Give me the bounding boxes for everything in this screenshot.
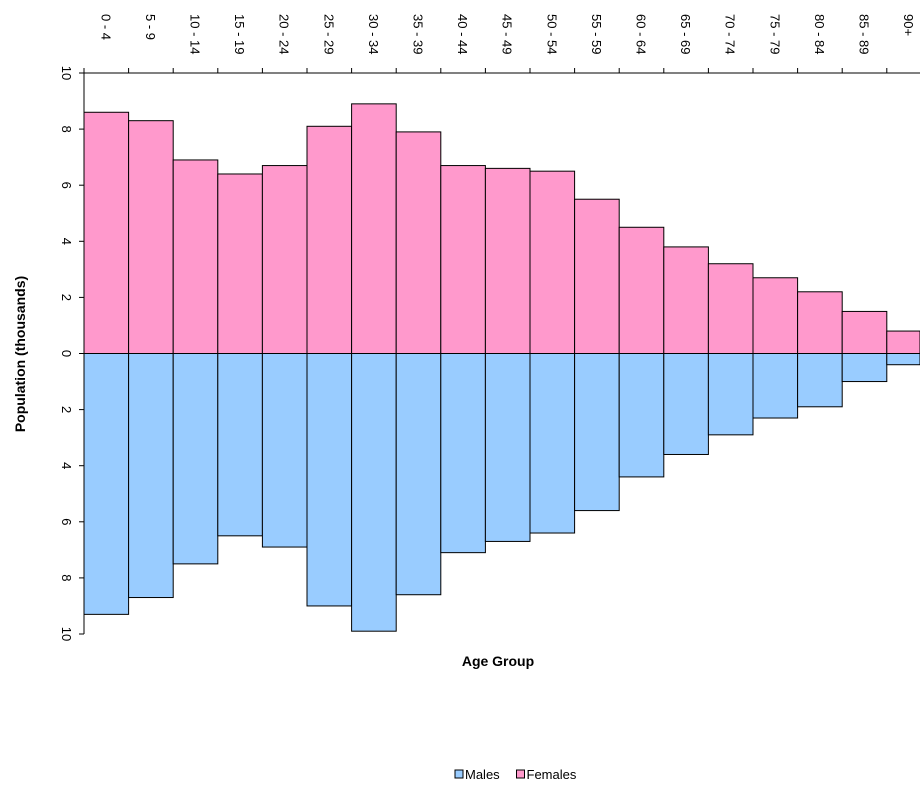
- bar-males-60-64: [618, 353, 665, 478]
- bar-females-25-29: [306, 125, 353, 354]
- axes-layer: [79, 68, 920, 635]
- category-label: 35 - 39: [411, 14, 426, 54]
- category-label: 50 - 54: [544, 14, 559, 54]
- legend-label-females: Females: [527, 767, 577, 782]
- category-labels: 0 - 4 5 - 9 10 - 14 15 - 19 20 - 24 25 - 29 30…: [98, 14, 916, 54]
- y-tick-label: 8: [59, 574, 74, 581]
- bar-females-20-24: [261, 165, 308, 354]
- bar-females-85-89: [841, 310, 888, 354]
- bar-females-45-49: [484, 167, 531, 354]
- bar-males-10-14: [172, 353, 219, 565]
- bar-males-90+: [886, 353, 920, 366]
- legend-swatch-males: [454, 769, 464, 779]
- bar-males-15-19: [217, 353, 263, 537]
- bar-males-50-54: [529, 353, 576, 534]
- y-tick-label: 8: [59, 125, 74, 132]
- bar-males-80-84: [797, 353, 843, 408]
- bar-males-5-9: [128, 353, 174, 599]
- bar-males-40-44: [440, 353, 486, 554]
- bar-females-10-14: [172, 159, 219, 354]
- category-label: 80 - 84: [812, 14, 827, 54]
- bar-males-75-79: [752, 353, 799, 419]
- y-axis-title: Population (thousands): [12, 276, 28, 432]
- category-label: 55 - 59: [589, 14, 604, 54]
- y-tick-label: 4: [59, 462, 74, 469]
- bar-females-50-54: [529, 170, 576, 354]
- bar-females-70-74: [707, 263, 754, 354]
- y-tick-label: 2: [59, 294, 74, 301]
- bar-males-65-69: [663, 353, 709, 455]
- y-tick-label: 4: [59, 238, 74, 245]
- bar-males-45-49: [484, 353, 531, 542]
- y-tick-label: 6: [59, 518, 74, 525]
- category-label: 85 - 89: [857, 14, 872, 54]
- category-label: 70 - 74: [723, 14, 738, 54]
- category-label: 30 - 34: [366, 14, 381, 54]
- bar-males-55-59: [574, 353, 620, 512]
- bar-females-55-59: [574, 198, 620, 354]
- bar-females-60-64: [618, 226, 665, 354]
- bar-females-75-79: [752, 277, 799, 355]
- y-tick-label: 2: [59, 406, 74, 413]
- bar-males-70-74: [707, 353, 754, 436]
- bar-females-90+: [886, 330, 920, 354]
- bar-males-0-4: [83, 353, 130, 615]
- y-tick-label: 10: [59, 627, 74, 641]
- category-label: 15 - 19: [232, 14, 247, 54]
- bar-females-15-19: [217, 173, 263, 354]
- bar-females-0-4: [83, 111, 130, 354]
- x-axis-title: Age Group: [462, 653, 534, 669]
- legend: Males Females: [454, 767, 577, 782]
- y-tick-labels: 10 8 6 4 2 0 2 4 6 8 10: [59, 66, 74, 641]
- category-label: 25 - 29: [321, 14, 336, 54]
- bar-females-5-9: [128, 120, 174, 354]
- bar-females-80-84: [797, 291, 843, 355]
- bar-males-35-39: [395, 353, 442, 596]
- bar-males-25-29: [306, 353, 353, 607]
- category-label: 10 - 14: [188, 14, 203, 54]
- y-tick-label: 6: [59, 182, 74, 189]
- legend-swatch-females: [516, 769, 525, 779]
- bar-females-35-39: [395, 131, 442, 354]
- legend-label-males: Males: [465, 767, 500, 782]
- category-label: 65 - 69: [678, 14, 693, 54]
- category-label: 5 - 9: [143, 14, 158, 40]
- category-label: 40 - 44: [455, 14, 470, 54]
- category-label: 20 - 24: [277, 14, 292, 54]
- bar-males-20-24: [261, 353, 308, 548]
- bar-females-30-34: [351, 103, 397, 355]
- bar-females-65-69: [663, 246, 709, 354]
- bars-layer: [83, 103, 920, 632]
- bar-males-30-34: [351, 353, 397, 632]
- category-label: 75 - 79: [767, 14, 782, 54]
- category-label: 45 - 49: [500, 14, 515, 54]
- y-tick-label: 10: [59, 66, 74, 80]
- bar-males-85-89: [841, 353, 888, 383]
- category-label: 0 - 4: [98, 14, 113, 40]
- y-tick-label: 0: [59, 350, 74, 357]
- category-label: 90+: [901, 14, 916, 36]
- bar-females-40-44: [440, 165, 486, 354]
- category-label: 60 - 64: [634, 14, 649, 54]
